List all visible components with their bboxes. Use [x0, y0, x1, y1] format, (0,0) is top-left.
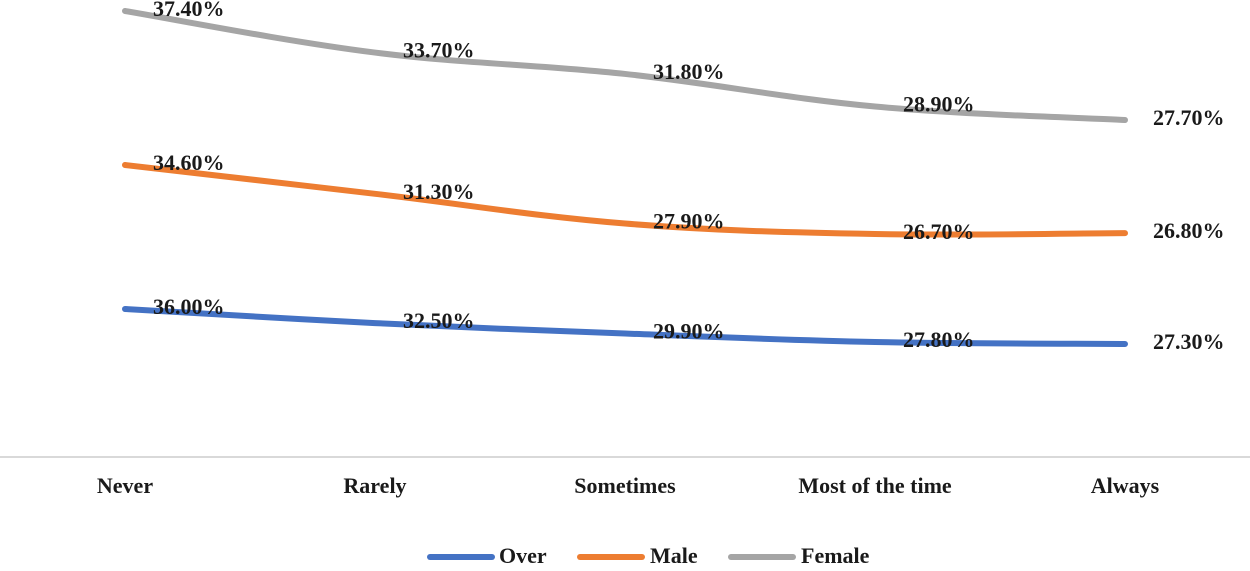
category-axis-labels: Never Rarely Sometimes Most of the time Alwa…: [97, 473, 1160, 498]
series-layer: [122, 8, 1128, 347]
legend-label-female: Female: [801, 543, 870, 568]
data-label-female-0: 37.40%: [153, 0, 225, 21]
x-tick-label-3: Most of the time: [798, 473, 952, 498]
data-label-over-1: 32.50%: [403, 308, 475, 333]
x-tick-label-0: Never: [97, 473, 153, 498]
data-label-over-0: 36.00%: [153, 294, 225, 319]
data-label-female-2: 31.80%: [653, 59, 725, 84]
data-label-over-2: 29.90%: [653, 319, 725, 344]
x-tick-label-1: Rarely: [343, 473, 406, 498]
data-label-male-2: 27.90%: [653, 209, 725, 234]
series-line-over: [122, 306, 1128, 347]
data-label-female-3: 28.90%: [903, 92, 975, 117]
legend: Over Male Female: [427, 543, 870, 568]
data-label-male-1: 31.30%: [403, 179, 475, 204]
data-label-over-3: 27.80%: [903, 327, 975, 352]
legend-label-over: Over: [499, 543, 547, 568]
legend-label-male: Male: [650, 543, 698, 568]
data-label-male-4: 26.80%: [1153, 218, 1225, 243]
series-line-female: [122, 8, 1128, 123]
series-line-male: [122, 162, 1128, 238]
data-label-over-4: 27.30%: [1153, 329, 1225, 354]
data-label-female-1: 33.70%: [403, 38, 475, 63]
data-label-female-4: 27.70%: [1153, 105, 1225, 130]
data-label-male-3: 26.70%: [903, 219, 975, 244]
x-tick-label-2: Sometimes: [574, 473, 676, 498]
data-label-male-0: 34.60%: [153, 150, 225, 175]
data-label-layer: 36.00% 32.50% 29.90% 27.80% 27.30% 34.60% 31.3…: [153, 0, 1225, 354]
x-tick-label-4: Always: [1091, 473, 1160, 498]
